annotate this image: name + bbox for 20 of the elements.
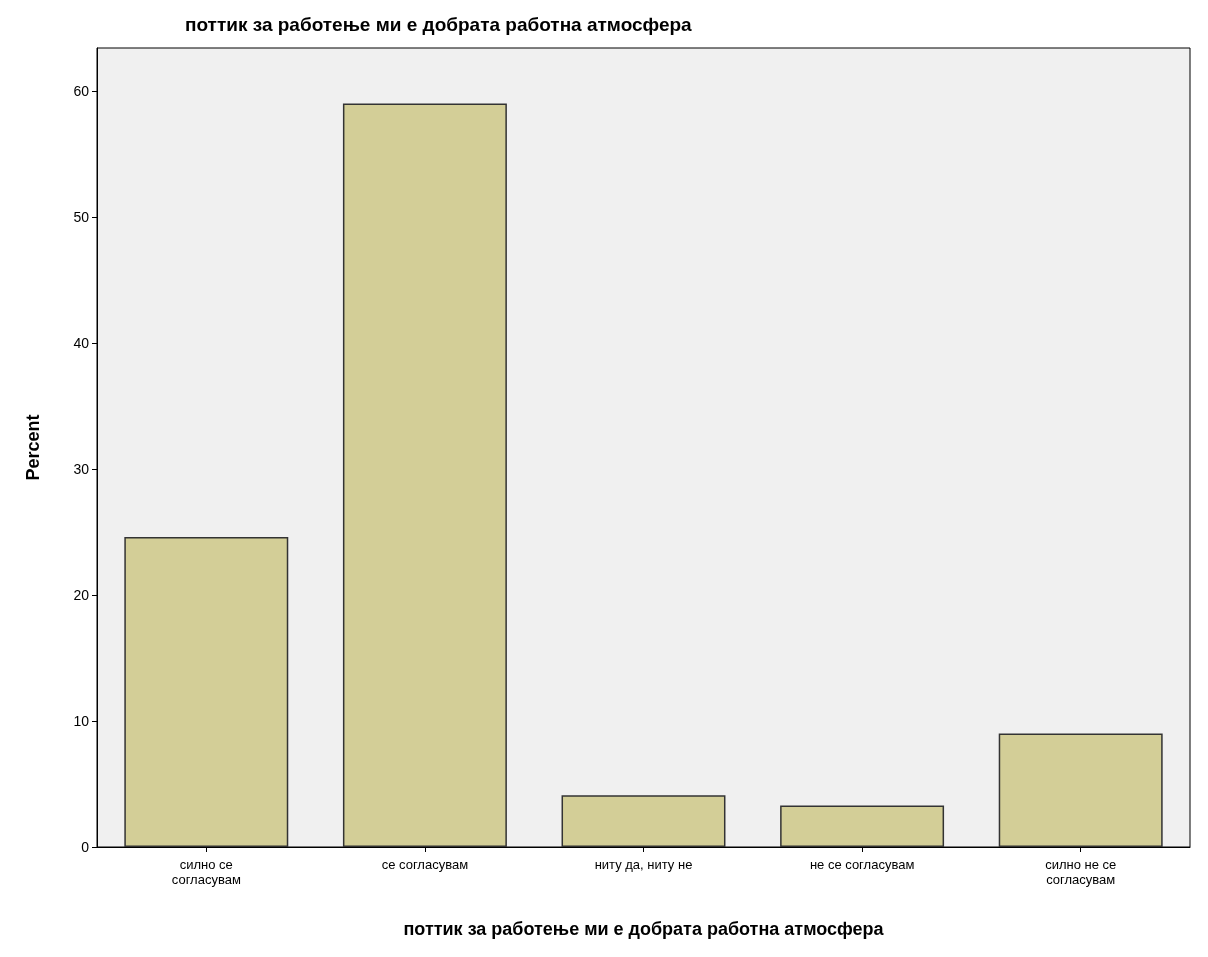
y-tick-label: 20 — [73, 586, 90, 603]
x-tick-label: силно се согласувам — [171, 857, 241, 887]
y-tick-label: 0 — [81, 839, 90, 855]
chart-title: поттик за работење ми е добрата работна атмосфера — [185, 14, 693, 35]
x-tick-label: силно не се согласувам — [1045, 857, 1117, 887]
y-tick-label: 10 — [73, 712, 90, 729]
x-tick-label: не се согласувам — [809, 857, 915, 872]
y-axis-title: Percent — [23, 414, 43, 481]
bar — [561, 795, 726, 847]
bar — [998, 733, 1163, 847]
y-tick-label: 40 — [73, 334, 90, 351]
x-tick-label: се согласувам — [381, 857, 469, 872]
y-tick-label: 60 — [73, 82, 90, 99]
bar — [780, 805, 945, 847]
bar — [124, 536, 289, 847]
y-tick-label: 30 — [73, 460, 90, 477]
bar — [342, 103, 507, 847]
y-tick-label: 50 — [73, 208, 90, 225]
x-axis-title: поттик за работење ми е добрата работна атмосфера — [403, 919, 885, 939]
x-tick-label: ниту да, ниту не — [594, 857, 693, 872]
